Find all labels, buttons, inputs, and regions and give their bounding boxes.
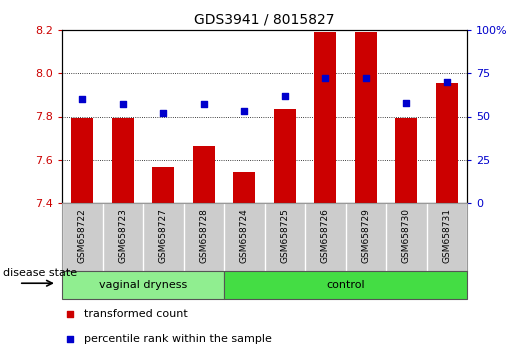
Point (78, 96, 87, 102)
Text: GSM658724: GSM658724 (240, 209, 249, 263)
Point (240, 108, 248, 114)
Text: GSM658730: GSM658730 (402, 209, 411, 263)
Text: GSM658726: GSM658726 (321, 209, 330, 263)
Point (281, 93, 289, 98)
Text: GSM658727: GSM658727 (159, 209, 168, 263)
Text: percentile rank within the sample: percentile rank within the sample (84, 333, 272, 344)
Point (321, 76, 330, 81)
Text: GSM658729: GSM658729 (361, 209, 370, 263)
Point (118, 102, 127, 107)
Point (442, 79, 451, 85)
Text: control: control (326, 280, 365, 290)
Point (200, 102, 208, 107)
Text: GSM658728: GSM658728 (199, 209, 208, 263)
Text: transformed count: transformed count (84, 309, 188, 319)
Bar (395, 118, 417, 203)
Point (66, 312, 74, 317)
Text: GSM658722: GSM658722 (78, 209, 87, 263)
Bar (71, 118, 93, 203)
Text: GSM658723: GSM658723 (118, 209, 127, 263)
Point (159, 110, 167, 116)
Text: GSM658731: GSM658731 (442, 209, 451, 263)
Text: disease state: disease state (3, 268, 77, 278)
Bar (355, 32, 377, 203)
Text: vaginal dryness: vaginal dryness (99, 280, 187, 290)
Point (66, 336, 74, 341)
Point (362, 76, 370, 81)
Bar (233, 172, 255, 203)
Bar (152, 167, 175, 203)
Bar (436, 83, 458, 203)
Point (402, 100, 410, 105)
Bar (112, 118, 134, 203)
Bar (224, 271, 467, 299)
Text: GSM658725: GSM658725 (280, 209, 289, 263)
Bar (62, 271, 224, 299)
Title: GDS3941 / 8015827: GDS3941 / 8015827 (194, 12, 335, 26)
Bar (314, 32, 336, 203)
Bar (273, 109, 296, 203)
Bar (193, 146, 215, 203)
